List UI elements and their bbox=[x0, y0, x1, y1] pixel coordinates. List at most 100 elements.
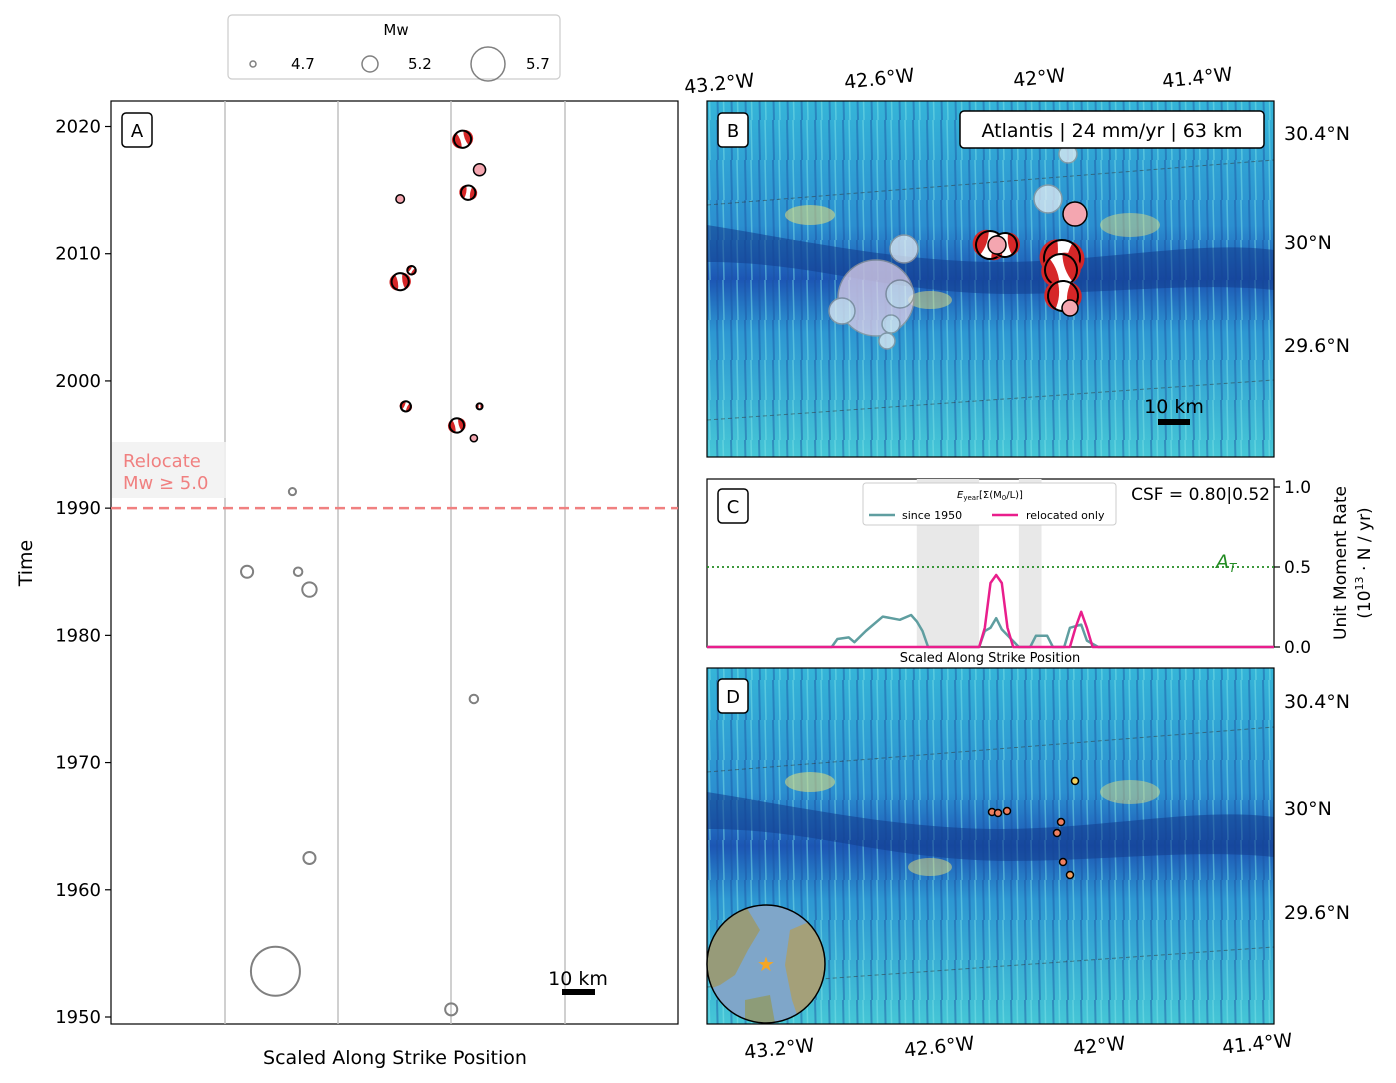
beachball-quadrant bbox=[1044, 280, 1060, 311]
d-relocated-epicenters bbox=[987, 776, 1080, 880]
historic-event-marker bbox=[301, 581, 318, 598]
focal-mechanism-beachball bbox=[459, 184, 478, 201]
relocated-event-marker bbox=[1061, 299, 1079, 317]
beachball-outline bbox=[475, 402, 484, 411]
legend-label-large: 5.7 bbox=[526, 55, 550, 73]
mw-legend: Mw 4.7 5.2 5.7 bbox=[227, 14, 561, 82]
historic-event-marker bbox=[302, 850, 317, 866]
relocate-label-bg bbox=[112, 442, 226, 498]
focal-mechanism-beachball bbox=[406, 264, 417, 276]
location-star-icon: ★ bbox=[757, 952, 775, 976]
y-tick-label: 2020 bbox=[55, 117, 101, 138]
a-scalebar-label: 10 km bbox=[548, 968, 608, 990]
focal-mechanism-beachball bbox=[447, 417, 466, 434]
legend-marker-medium bbox=[361, 55, 379, 73]
focal-mechanism-beachball bbox=[389, 272, 411, 292]
panel-c-label-box bbox=[717, 488, 749, 524]
high-relief bbox=[908, 858, 952, 876]
globe-inset: ★ bbox=[706, 904, 826, 1024]
panel-d-label-box bbox=[717, 678, 749, 714]
beachball-outline bbox=[452, 129, 473, 149]
panel-a-label: A bbox=[131, 121, 144, 142]
legend-marker-large bbox=[470, 46, 506, 82]
a-points bbox=[240, 129, 487, 1017]
graticule bbox=[707, 726, 1274, 773]
b-lon-tick: 43.2°W bbox=[683, 69, 756, 98]
legend-marker-small bbox=[249, 60, 257, 68]
panel-d-label: D bbox=[726, 687, 740, 708]
c-ylabel-line2: (1013 · N / yr) bbox=[1353, 507, 1375, 618]
historic-event-marker bbox=[444, 1002, 459, 1017]
b-lon-tick: 42°W bbox=[1012, 64, 1067, 91]
b-lat-tick: 30.4°N bbox=[1284, 123, 1350, 145]
d-lon-tick: 41.4°W bbox=[1221, 1029, 1294, 1058]
historic-event-marker bbox=[468, 693, 480, 705]
panel-a: Relocate Mw ≥ 5.0 1950 1960 1970 1980 1990 20… bbox=[15, 100, 679, 1069]
graticule bbox=[707, 379, 1274, 421]
epicenter bbox=[1065, 870, 1075, 880]
legend-label-small: 4.7 bbox=[291, 55, 315, 73]
high-relief bbox=[785, 205, 835, 225]
beachball-outline bbox=[1047, 280, 1079, 312]
d-lat-tick: 30.4°N bbox=[1284, 691, 1350, 713]
c-y-tick-label: 1.0 bbox=[1284, 478, 1311, 498]
y-tick-label: 1990 bbox=[55, 498, 101, 519]
c-csf: CSF = 0.80|0.52 bbox=[1131, 485, 1270, 505]
beachball-outline bbox=[399, 400, 412, 413]
focal-mechanism-beachball bbox=[451, 129, 474, 149]
y-tick-label: 1950 bbox=[55, 1007, 101, 1028]
relocated-event-marker bbox=[469, 433, 479, 443]
relocated-event-marker bbox=[472, 162, 487, 177]
c-legend-title: Eyear[Σ(M0/L)] bbox=[957, 490, 1023, 502]
b-lon-tick: 42.6°W bbox=[843, 64, 916, 93]
high-relief bbox=[1100, 780, 1160, 804]
relocated-event-marker bbox=[395, 194, 406, 205]
b-historic-events bbox=[828, 144, 1078, 350]
d-lon-tick: 42.6°W bbox=[903, 1032, 976, 1061]
graticule bbox=[707, 159, 1274, 206]
map-event bbox=[889, 234, 919, 264]
panel-c-label: C bbox=[727, 497, 740, 518]
focal-mechanism-beachball bbox=[399, 400, 413, 413]
a-ylabel: Time bbox=[15, 540, 37, 588]
y-tick-label: 1960 bbox=[55, 880, 101, 901]
focal-mechanism-beachball bbox=[1041, 252, 1081, 288]
relocated-event-marker bbox=[1062, 201, 1088, 227]
map-event bbox=[828, 297, 856, 325]
beachball-outline bbox=[448, 417, 466, 434]
y-tick-label: 1970 bbox=[55, 753, 101, 774]
high-relief bbox=[1100, 213, 1160, 237]
c-y-tick-label: 0.0 bbox=[1284, 638, 1311, 658]
epicenter bbox=[1070, 776, 1080, 786]
relocated-event-marker bbox=[987, 235, 1007, 255]
beachball-outline bbox=[390, 272, 410, 292]
d-lon-tick: 43.2°W bbox=[743, 1034, 816, 1063]
transform-valley bbox=[707, 792, 1274, 861]
focal-mechanism-beachball bbox=[475, 402, 484, 411]
b-lon-tick: 41.4°W bbox=[1161, 63, 1234, 92]
panel-b-frame bbox=[706, 100, 1275, 458]
c-y-tick-label: 0.5 bbox=[1284, 558, 1311, 578]
epicenter bbox=[1056, 817, 1066, 827]
d-lon-tick: 42°W bbox=[1072, 1032, 1127, 1059]
y-tick-label: 1980 bbox=[55, 625, 101, 646]
b-infobox bbox=[959, 110, 1265, 149]
beachball-outline bbox=[406, 264, 417, 276]
map-event bbox=[878, 332, 896, 350]
legend-label-medium: 5.2 bbox=[408, 55, 432, 73]
c-xlabel: Scaled Along Strike Position bbox=[900, 651, 1081, 666]
b-scalebar bbox=[1158, 419, 1190, 425]
map-event bbox=[881, 314, 901, 334]
panel-a-label-box bbox=[121, 112, 153, 148]
high-relief bbox=[785, 772, 835, 792]
panel-c: AT 0.0 0.5 1.0 Eyear[Σ(M0/L)] since 1950 r… bbox=[706, 478, 1375, 666]
c-y-ticks: 0.0 0.5 1.0 bbox=[1274, 478, 1311, 658]
panel-a-frame bbox=[110, 100, 679, 1025]
relocate-label-line2: Mw ≥ 5.0 bbox=[123, 473, 208, 494]
y-tick-label: 2010 bbox=[55, 244, 101, 265]
a-xlabel: Scaled Along Strike Position bbox=[263, 1047, 527, 1069]
b-lat-tick: 30°N bbox=[1284, 232, 1332, 254]
relocate-label-line1: Relocate bbox=[123, 451, 201, 472]
historic-event-marker bbox=[287, 487, 298, 497]
